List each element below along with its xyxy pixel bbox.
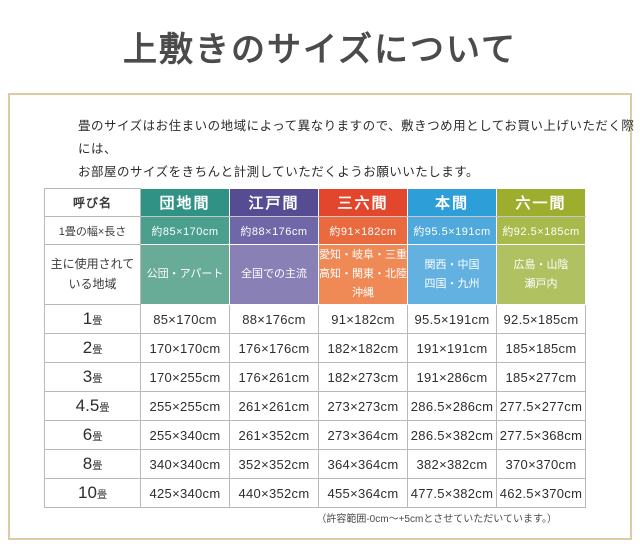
row-label: 1畳 [44,304,141,334]
size-value-cell: 255×255cm [140,391,230,421]
intro-line-2: お部屋のサイズをきちんと計測していただくようお願いいたします。 [78,165,480,179]
size-value-cell: 191×191cm [407,333,497,363]
column-header-edoma: 江戸間 [229,188,319,217]
corner-header-cell: 呼び名 [44,188,141,217]
size-value-cell: 286.5×382cm [407,420,497,450]
size-value-cell: 340×340cm [140,449,230,479]
size-value-cell: 370×370cm [496,449,586,479]
mat-count: 4.5 [75,396,100,415]
tolerance-footnote: （許容範囲-0cm〜+5cmとさせていただいています。） [316,514,557,525]
intro-line-1: 畳のサイズはお住まいの地域によって異なりますので、敷きつめ用としてお買い上げいた… [78,119,635,156]
size-value-cell: 273×273cm [318,391,408,421]
size-value-cell: 95.5×191cm [407,304,497,334]
table-row-2jo: 2畳 170×170cm 176×176cm 182×182cm 191×191… [44,333,586,363]
size-value-cell: 182×182cm [318,333,408,363]
table-row-6jo: 6畳 255×340cm 261×352cm 273×364cm 286.5×3… [44,420,586,450]
size-value-cell: 286.5×286cm [407,391,497,421]
size-value-cell: 425×340cm [140,478,230,508]
column-header-honma: 本間 [407,188,497,217]
table-row-4-5jo: 4.5畳 255×255cm 261×261cm 273×273cm 286.5… [44,391,586,421]
size-value-cell: 88×176cm [229,304,319,334]
size-value-cell: 176×261cm [229,362,319,392]
mat-unit: 畳 [96,490,107,501]
size-value-cell: 92.5×185cm [496,304,586,334]
mat-unit: 畳 [92,374,103,385]
size-value-cell: 440×352cm [229,478,319,508]
mat-unit: 畳 [99,403,110,414]
size-value-cell: 85×170cm [140,304,230,334]
mat-size-cell: 約91×182cm [318,216,408,245]
region-cell: 全国での主流 [229,244,319,305]
row-label: 2畳 [44,333,141,363]
mat-unit: 畳 [92,345,103,356]
column-header-rokuichima: 六一間 [496,188,586,217]
region-cell: 関西・中国 四国・九州 [407,244,497,305]
size-value-cell: 255×340cm [140,420,230,450]
size-value-cell: 352×352cm [229,449,319,479]
mat-count: 10 [78,483,97,502]
size-value-cell: 462.5×370cm [496,478,586,508]
mat-count: 1 [82,309,93,328]
row-label: 3畳 [44,362,141,392]
mat-size-row-label: 1畳の幅×長さ [44,216,141,245]
column-header-sabuma: 三六間 [318,188,408,217]
page-title: 上敷きのサイズについて [123,32,517,69]
row-label: 4.5畳 [44,391,141,421]
size-value-cell: 382×382cm [407,449,497,479]
tatami-size-table: 呼び名 団地間 江戸間 三六間 本間 六一間 1畳の幅×長さ 約85×170cm… [44,188,586,508]
region-cell: 愛知・岐阜・三重 高知・関東・北陸 沖縄 [318,244,408,305]
region-cell: 広島・山陰 瀬戸内 [496,244,586,305]
mat-size-cell: 約92.5×185cm [496,216,586,245]
size-value-cell: 170×170cm [140,333,230,363]
region-cell: 公団・アパート [140,244,230,305]
mat-unit: 畳 [92,316,103,327]
row-label: 10畳 [44,478,141,508]
size-value-cell: 277.5×277cm [496,391,586,421]
size-value-cell: 191×286cm [407,362,497,392]
size-value-cell: 182×273cm [318,362,408,392]
column-header-danchima: 団地間 [140,188,230,217]
table-row-8jo: 8畳 340×340cm 352×352cm 364×364cm 382×382… [44,449,586,479]
mat-count: 2 [82,338,93,357]
size-value-cell: 185×277cm [496,362,586,392]
mat-unit: 畳 [92,461,103,472]
size-value-cell: 185×185cm [496,333,586,363]
size-value-cell: 364×364cm [318,449,408,479]
size-value-cell: 455×364cm [318,478,408,508]
size-value-cell: 273×364cm [318,420,408,450]
region-row: 主に使用されて いる地域 公団・アパート 全国での主流 愛知・岐阜・三重 高知・… [44,244,586,305]
mat-count: 8 [82,454,93,473]
table-header-row: 呼び名 団地間 江戸間 三六間 本間 六一間 [44,188,586,217]
mat-size-row: 1畳の幅×長さ 約85×170cm 約88×176cm 約91×182cm 約9… [44,216,586,245]
table-row-1jo: 1畳 85×170cm 88×176cm 91×182cm 95.5×191cm… [44,304,586,334]
size-value-cell: 261×261cm [229,391,319,421]
size-value-cell: 477.5×382cm [407,478,497,508]
row-label: 6畳 [44,420,141,450]
table-row-10jo: 10畳 425×340cm 440×352cm 455×364cm 477.5×… [44,478,586,508]
mat-size-cell: 約85×170cm [140,216,230,245]
size-value-cell: 176×176cm [229,333,319,363]
mat-unit: 畳 [92,432,103,443]
mat-size-cell: 約95.5×191cm [407,216,497,245]
size-value-cell: 170×255cm [140,362,230,392]
mat-size-cell: 約88×176cm [229,216,319,245]
mat-count: 6 [82,425,93,444]
row-label: 8畳 [44,449,141,479]
size-value-cell: 261×352cm [229,420,319,450]
size-value-cell: 91×182cm [318,304,408,334]
size-value-cell: 277.5×368cm [496,420,586,450]
table-row-3jo: 3畳 170×255cm 176×261cm 182×273cm 191×286… [44,362,586,392]
region-row-label: 主に使用されて いる地域 [44,244,141,305]
mat-count: 3 [82,367,93,386]
intro-text: 畳のサイズはお住まいの地域によって異なりますので、敷きつめ用としてお買い上げいた… [78,115,640,184]
